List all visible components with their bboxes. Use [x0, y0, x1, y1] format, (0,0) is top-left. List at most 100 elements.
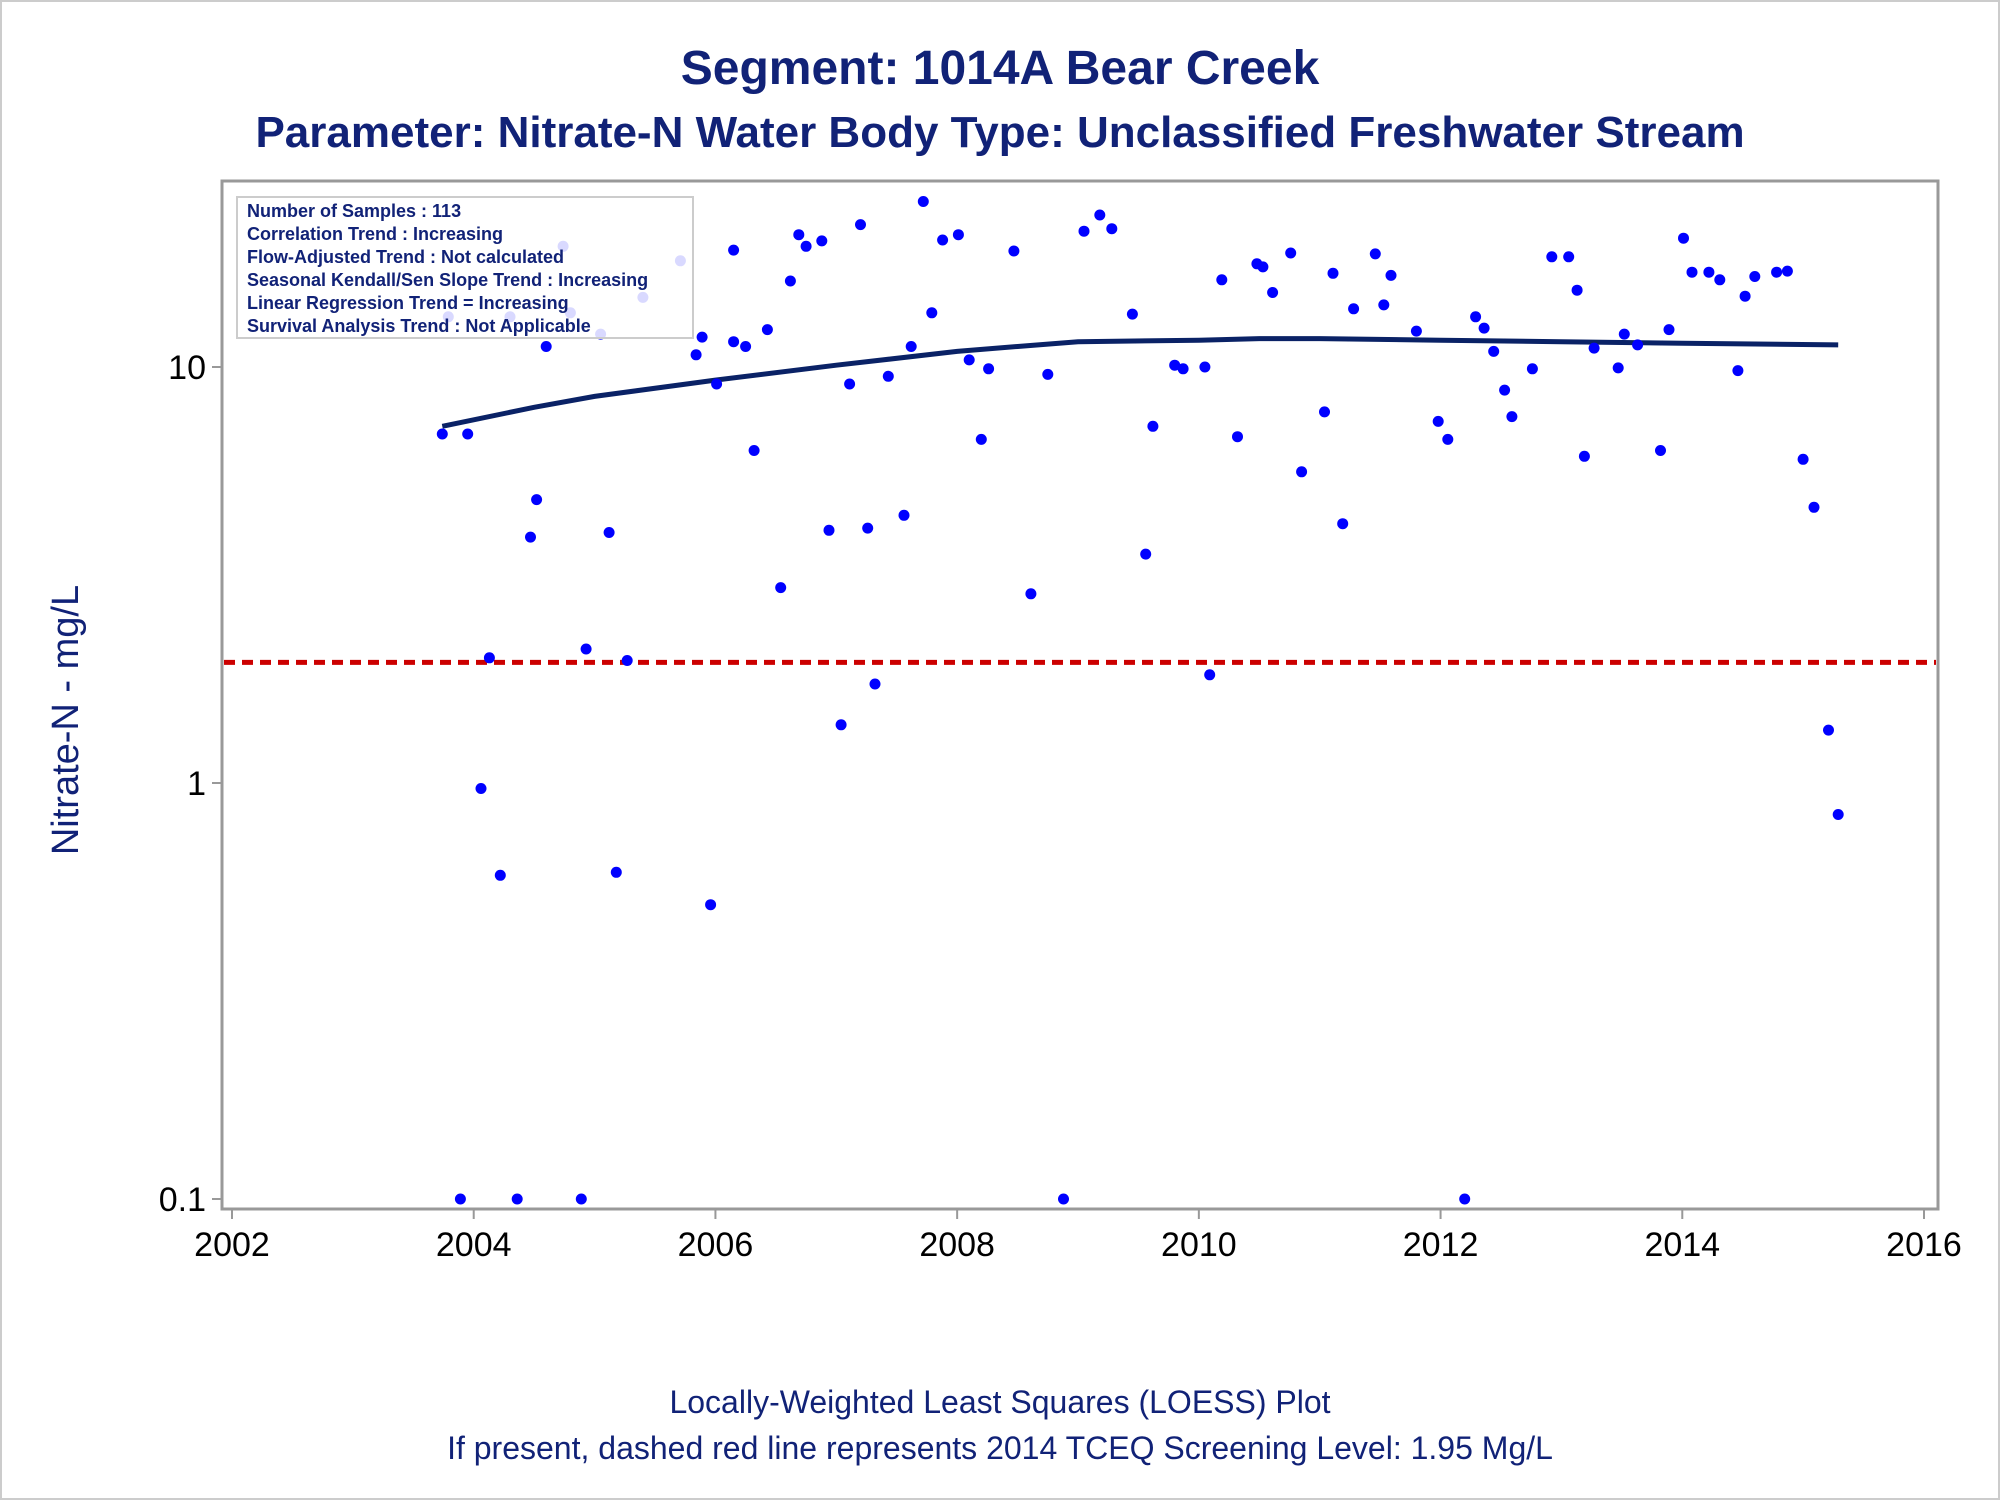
data-point [436, 428, 448, 440]
data-point [793, 229, 805, 241]
data-point [1378, 299, 1390, 311]
data-point [1578, 450, 1590, 462]
y-tick-label: 1 [187, 765, 206, 803]
x-tick-label: 2004 [436, 1226, 512, 1264]
x-tick-label: 2002 [194, 1226, 270, 1264]
data-point [823, 524, 835, 536]
data-point [1832, 809, 1844, 820]
chart-subtitle: Parameter: Nitrate-N Water Body Type: Un… [255, 108, 1744, 157]
data-point [728, 244, 740, 256]
data-point [690, 349, 702, 361]
data-point [963, 354, 975, 366]
data-point [1686, 266, 1698, 278]
data-point [975, 433, 987, 445]
data-point [1296, 466, 1308, 478]
data-point [1588, 342, 1600, 354]
data-point [1703, 266, 1715, 278]
data-point [905, 341, 917, 352]
data-point [1257, 261, 1269, 273]
data-point [1678, 232, 1689, 244]
inset-line-seasonal-kendall: Seasonal Kendall/Sen Slope Trend : Incre… [247, 270, 648, 290]
data-point [1506, 411, 1518, 423]
data-point [603, 527, 615, 538]
data-point [1078, 225, 1090, 237]
data-point [1546, 251, 1558, 263]
data-point [1140, 548, 1152, 560]
data-point [1147, 420, 1159, 432]
data-point [525, 531, 536, 543]
data-point [1319, 406, 1330, 418]
data-point [1499, 384, 1511, 396]
data-point [1632, 339, 1644, 351]
data-point [580, 643, 592, 655]
inset-line-linear-regression: Linear Regression Trend = Increasing [247, 293, 569, 313]
data-point [575, 1193, 587, 1205]
data-point [1232, 431, 1243, 443]
data-point [1432, 415, 1444, 427]
data-point [952, 229, 964, 241]
data-point [835, 719, 847, 731]
loess-curve [441, 336, 1839, 429]
data-point [855, 219, 866, 231]
data-point [1663, 324, 1675, 336]
data-point [844, 378, 856, 390]
data-point [1823, 724, 1834, 736]
inset-line-correlation: Correlation Trend : Increasing [247, 224, 503, 244]
data-point [1563, 251, 1575, 263]
data-point [1204, 669, 1216, 681]
data-point [917, 196, 929, 207]
data-point [775, 582, 787, 594]
data-point [1369, 248, 1381, 260]
data-point [937, 234, 949, 246]
data-point [869, 678, 881, 690]
inset-line-survival-analysis: Survival Analysis Trend : Not Applicable [247, 316, 591, 336]
data-point [610, 866, 622, 878]
y-axis-label: Nitrate-N - mg/L [45, 585, 87, 855]
chart-title: Segment: 1014A Bear Creek [681, 42, 1320, 95]
inset-line-samples: Number of Samples : 113 [247, 201, 461, 221]
data-point [1732, 365, 1744, 377]
data-point [784, 275, 796, 287]
footnote-loess: Locally-Weighted Least Squares (LOESS) P… [669, 1384, 1330, 1420]
data-point [1106, 223, 1118, 235]
data-point [1385, 269, 1397, 281]
data-point [1337, 518, 1349, 530]
data-point [1808, 501, 1820, 513]
data-point [800, 240, 812, 252]
data-point [1177, 363, 1189, 375]
data-point [1478, 322, 1490, 334]
data-point [1470, 311, 1482, 323]
data-point [926, 307, 938, 319]
data-point [898, 509, 910, 521]
data-point [1739, 290, 1751, 302]
inset-line-flow-adjusted: Flow-Adjusted Trend : Not calculated [247, 247, 564, 267]
data-point [1459, 1193, 1471, 1205]
y-tick-label: 10 [168, 349, 206, 387]
data-point [1285, 247, 1297, 259]
data-point [1714, 274, 1726, 286]
trend-summary-box: Number of Samples : 113 Correlation Tren… [236, 196, 694, 339]
x-tick-label: 2016 [1886, 1226, 1962, 1264]
data-point [1410, 325, 1422, 337]
data-point [862, 522, 874, 534]
footnote-screening-level: If present, dashed red line represents 2… [447, 1430, 1553, 1466]
data-point [1771, 266, 1783, 278]
data-point [475, 783, 487, 794]
data-point [705, 899, 717, 911]
data-point [1442, 433, 1454, 445]
data-point [882, 370, 894, 382]
data-point [1267, 287, 1279, 298]
data-point [761, 324, 773, 336]
y-axis: 0.1 1 10 [159, 349, 222, 1219]
data-point [696, 331, 708, 343]
data-point [711, 378, 723, 390]
data-point [1612, 362, 1624, 374]
x-axis: 2002 2004 2006 2008 2010 2012 2014 2016 [194, 1209, 1962, 1264]
data-point [1781, 265, 1793, 277]
data-point [454, 1193, 466, 1205]
data-point [483, 652, 495, 664]
data-point [462, 428, 474, 440]
data-point [1058, 1193, 1069, 1205]
